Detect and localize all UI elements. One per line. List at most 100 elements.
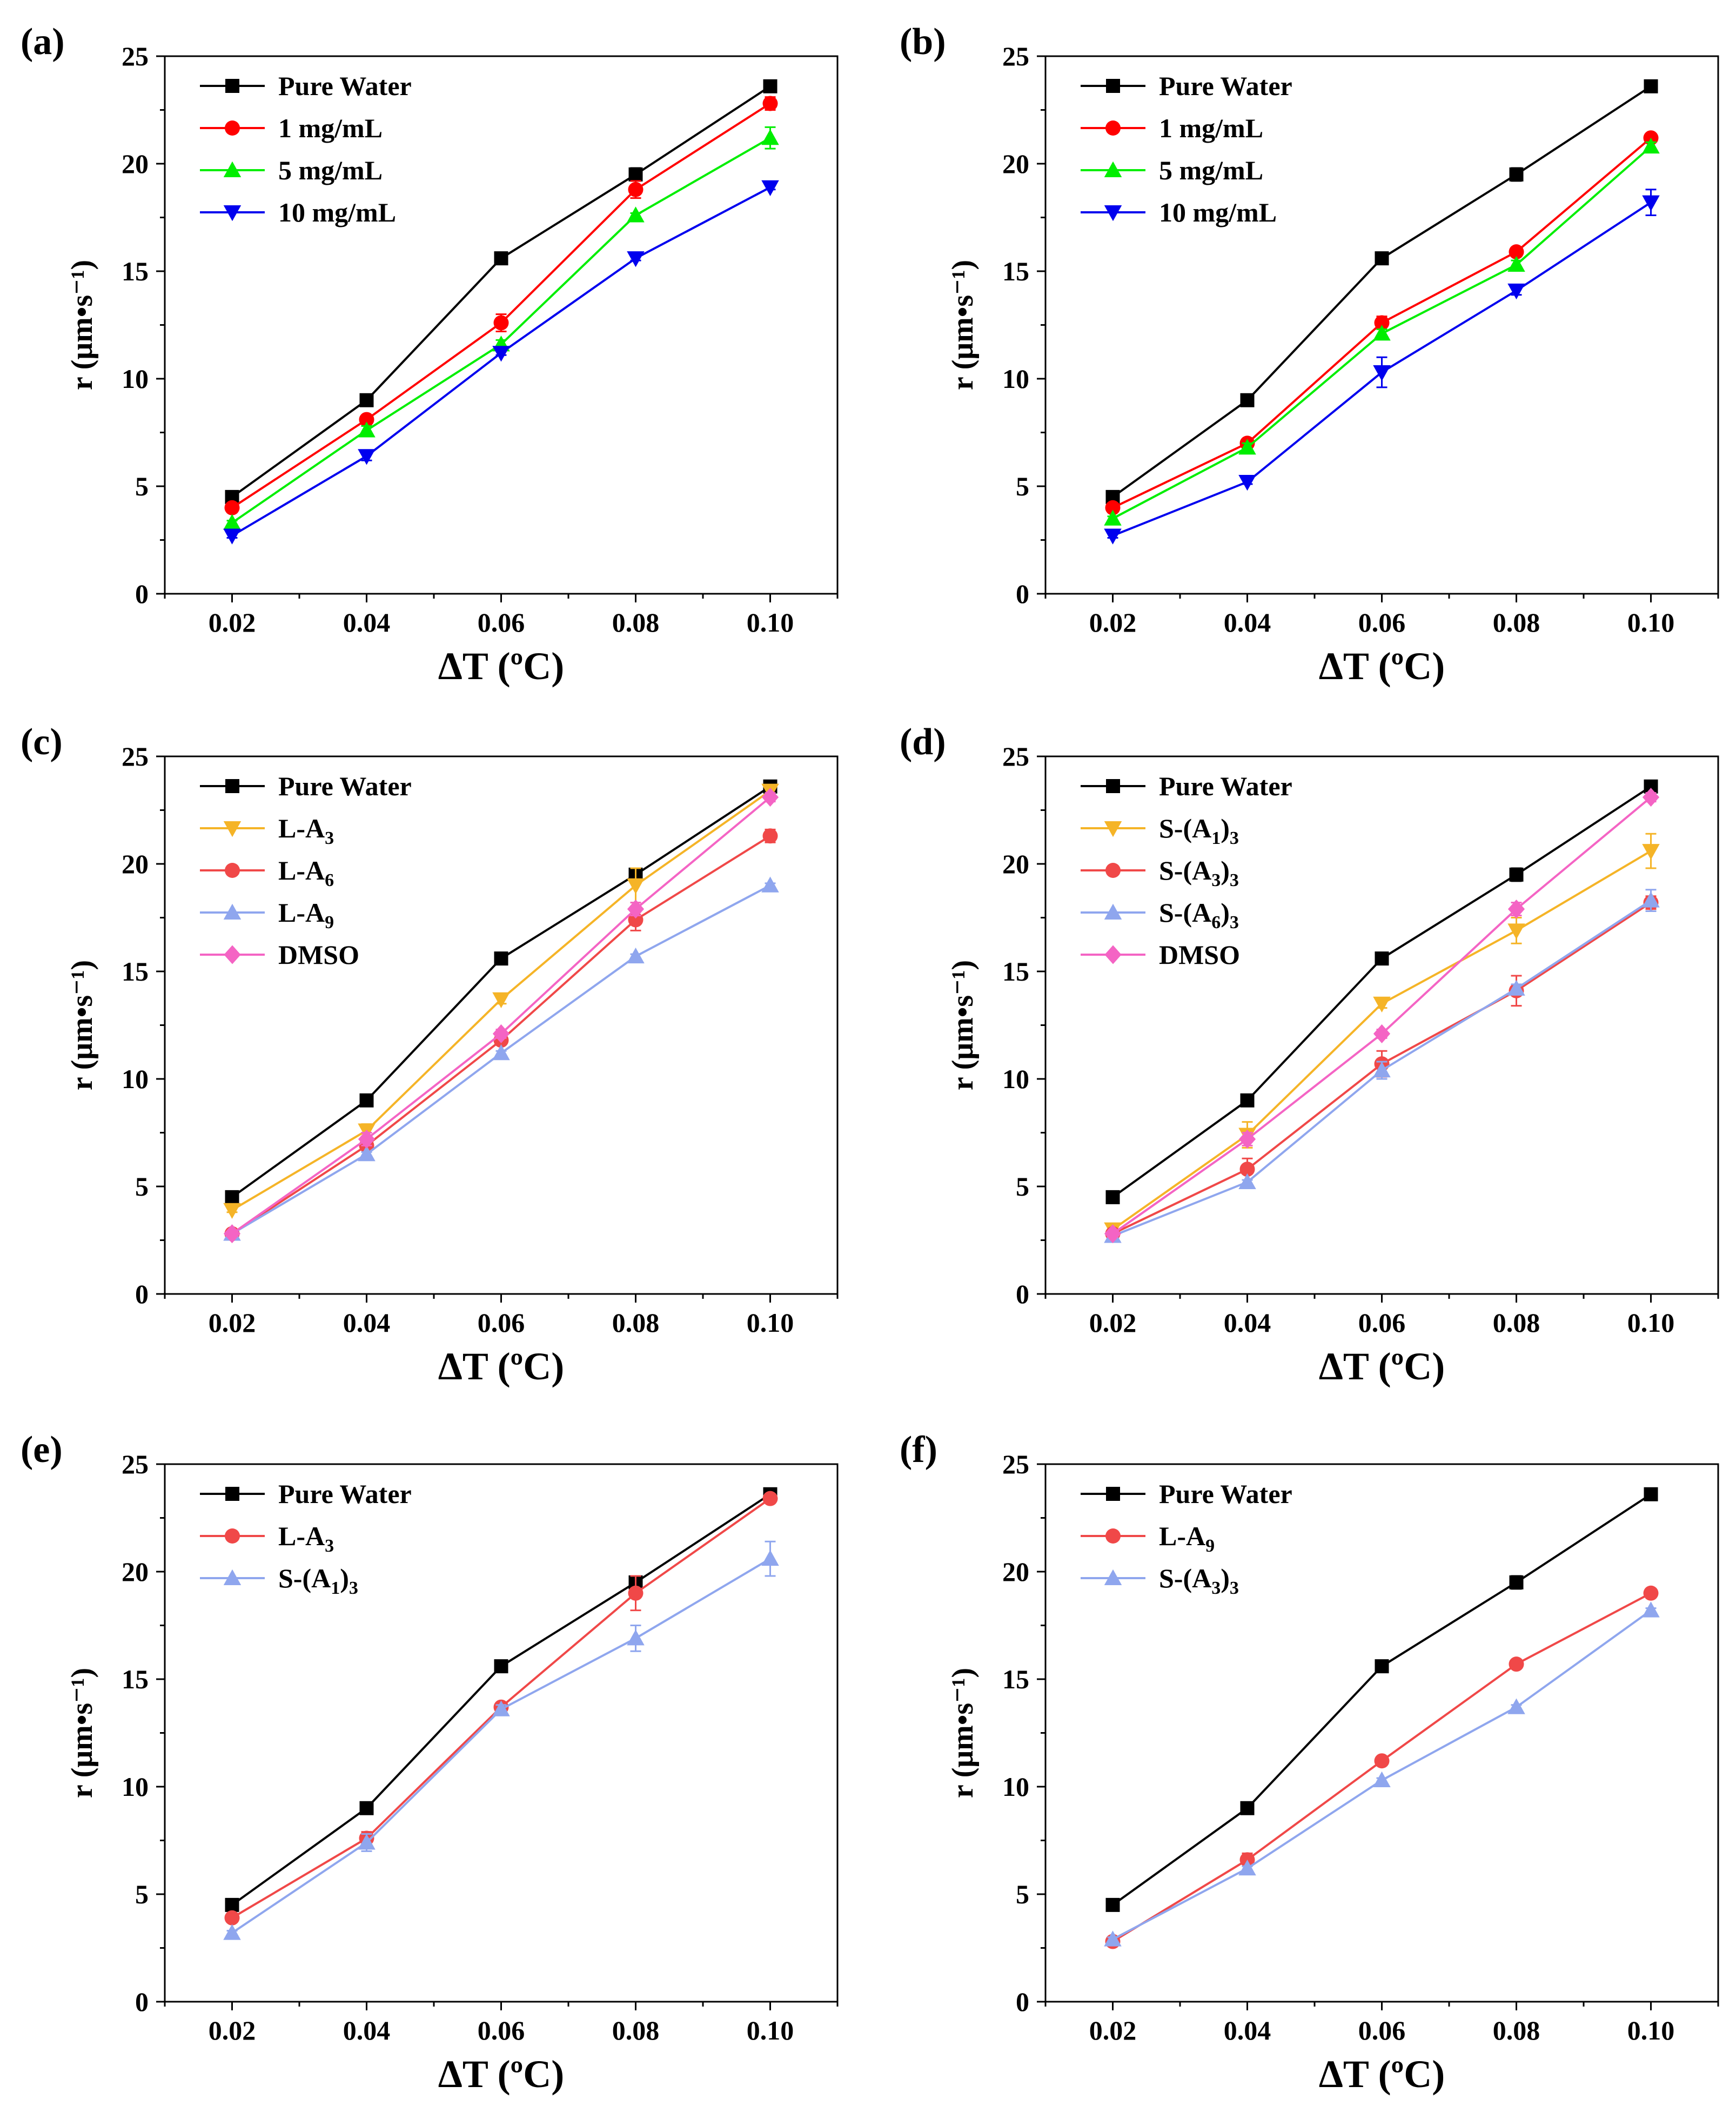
chart-panel-d: (d) 0 5 10 15 20 25 0.02 0.04 0.06 0.08 0.10 ΔT (ºC)…: [900, 721, 1719, 1388]
series-line: [1112, 85, 1652, 498]
data-point: [359, 393, 374, 407]
data-point: [1105, 489, 1120, 504]
data-point: [762, 96, 778, 111]
legend-label: 10 mg/mL: [1159, 197, 1277, 227]
legend-label-part: S-(A: [1159, 855, 1211, 886]
x-tick-label: 0.02: [1089, 607, 1137, 638]
data-point: [223, 514, 241, 530]
series-line: [1112, 1493, 1652, 1906]
data-point: [1238, 475, 1256, 491]
y-tick-label: 0: [1016, 1279, 1029, 1309]
data-point: [1642, 1601, 1660, 1618]
x-tick-label: 0.04: [343, 607, 391, 638]
y-tick-label: 10: [1002, 1772, 1029, 1802]
data-point: [1643, 1585, 1659, 1601]
panel-label: (d): [900, 721, 946, 763]
data-point: [1104, 509, 1122, 526]
y-tick-label: 5: [1016, 1171, 1029, 1202]
data-point: [1509, 1656, 1524, 1672]
data-point: [1373, 1061, 1391, 1078]
y-tick-label: 0: [135, 579, 149, 609]
x-axis-title: ΔT (ºC): [1319, 1345, 1445, 1388]
legend-label: 1 mg/mL: [278, 113, 383, 143]
legend-label-subscript: 9: [1205, 1536, 1215, 1556]
x-tick-label: 0.10: [747, 2015, 794, 2045]
data-point: [1507, 980, 1525, 996]
x-tick-label: 0.04: [1224, 1307, 1271, 1338]
x-axis-title: ΔT (ºC): [438, 2052, 565, 2096]
legend-marker: [223, 161, 242, 177]
x-tick-label: 0.10: [747, 607, 794, 638]
x-tick-label: 0.08: [612, 607, 660, 638]
legend-label: S-(A3)3: [1159, 855, 1239, 890]
legend-label-part: S-(A: [278, 1563, 331, 1593]
legend-marker: [1106, 1487, 1120, 1501]
legend-label-subscript: 6: [1211, 913, 1221, 933]
legend-label: S-(A3)3: [1159, 1563, 1239, 1598]
legend-label-part: S-(A: [1159, 897, 1211, 928]
data-point: [1104, 1224, 1122, 1244]
legend-marker: [225, 1528, 240, 1544]
series-s-a1-3: [223, 1540, 779, 1940]
y-tick-label: 15: [1002, 956, 1029, 987]
data-point: [628, 1585, 644, 1601]
legend-label-part: ): [1221, 855, 1230, 886]
data-point: [1507, 1698, 1525, 1714]
legend-marker: [1104, 945, 1122, 964]
y-tick-label: 20: [1002, 849, 1029, 879]
y-tick-label: 5: [135, 471, 149, 501]
data-point: [628, 167, 643, 182]
data-point: [359, 412, 374, 427]
data-point: [1375, 951, 1389, 966]
legend-label-subscript: 3: [1211, 870, 1221, 890]
legend-marker: [225, 863, 240, 878]
data-point: [358, 1129, 376, 1149]
series-10-mg-ml: [223, 180, 779, 545]
y-tick-label: 25: [122, 41, 149, 71]
legend-label-subscript: 9: [325, 913, 334, 933]
data-point: [1375, 1659, 1389, 1674]
plot-frame: [164, 1463, 839, 2003]
series-dmso: [223, 788, 779, 1244]
data-point: [1642, 788, 1660, 807]
y-axis-title: r (μm•s⁻¹): [65, 1668, 99, 1798]
legend-label: Pure Water: [278, 1479, 412, 1509]
legend: Pure Water 1 mg/mL 5 mg/mL 10 mg/mL: [200, 71, 412, 227]
x-tick-label: 0.06: [1358, 2015, 1406, 2045]
chart-panel-e: (e) 0 5 10 15 20 25 0.02 0.04 0.06 0.08 0.10 ΔT (ºC)…: [21, 1429, 839, 2096]
legend-label: S-(A1)3: [1159, 813, 1239, 848]
x-tick-label: 0.04: [343, 2015, 391, 2045]
y-axis-title: r (μm•s⁻¹): [946, 960, 980, 1090]
data-point: [627, 900, 645, 919]
series-pure-water: [1105, 79, 1658, 504]
x-tick-label: 0.04: [343, 1307, 391, 1338]
data-point: [359, 1801, 374, 1815]
x-tick-label: 0.10: [1627, 1307, 1675, 1338]
data-point: [1642, 137, 1660, 154]
y-tick-label: 15: [122, 956, 149, 987]
legend-label-subscript: 3: [325, 828, 334, 848]
data-point: [1105, 1190, 1120, 1204]
y-tick-label: 20: [122, 149, 149, 179]
data-point: [1373, 996, 1391, 1012]
legend-label-part: ): [340, 1563, 349, 1593]
data-point: [1507, 283, 1525, 300]
data-point: [1374, 1753, 1390, 1769]
y-tick-label: 20: [122, 1557, 149, 1587]
legend-label-subscript: 1: [331, 1578, 340, 1598]
legend-label: 5 mg/mL: [278, 155, 383, 185]
legend-label-subscript: 1: [1211, 828, 1221, 848]
panel-label: (a): [21, 21, 65, 63]
y-tick-label: 0: [1016, 1987, 1029, 2017]
series-1-mg-ml: [224, 96, 778, 515]
x-axis-title: ΔT (ºC): [1319, 2052, 1445, 2096]
data-point: [492, 992, 510, 1008]
data-point: [762, 1491, 778, 1506]
legend-label: S-(A1)3: [278, 1563, 358, 1598]
x-tick-label: 0.06: [1358, 607, 1406, 638]
legend-label-part: L-A: [278, 897, 325, 928]
legend-label-subscript: 3: [349, 1578, 358, 1598]
data-point: [1644, 79, 1658, 93]
